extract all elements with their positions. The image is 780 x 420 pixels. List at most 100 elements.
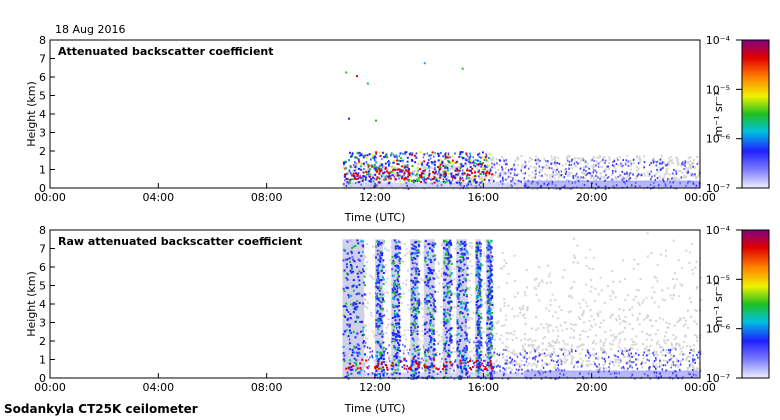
noise-pixel bbox=[394, 176, 397, 179]
signal-pixel bbox=[491, 162, 493, 165]
signal-pixel bbox=[632, 158, 635, 161]
noise-pixel bbox=[695, 322, 698, 325]
noise-pixel bbox=[543, 165, 546, 168]
noise-pixel bbox=[629, 347, 632, 350]
cloud-pixel bbox=[441, 162, 444, 165]
cloud-pixel bbox=[431, 162, 434, 165]
raw-pixel bbox=[393, 316, 396, 319]
noise-pixel bbox=[689, 345, 692, 348]
signal-pixel bbox=[684, 162, 686, 165]
signal-pixel bbox=[689, 351, 691, 354]
signal-pixel bbox=[563, 186, 565, 189]
raw-pixel bbox=[347, 264, 350, 267]
signal-pixel bbox=[484, 375, 486, 378]
cloud-pixel bbox=[365, 170, 368, 173]
signal-pixel bbox=[656, 168, 658, 171]
noise-pixel bbox=[512, 349, 515, 352]
noise-pixel bbox=[675, 336, 678, 339]
cloud-pixel bbox=[481, 170, 484, 173]
raw-pixel bbox=[379, 322, 382, 325]
raw-pixel bbox=[393, 371, 396, 374]
raw-pixel bbox=[448, 301, 451, 304]
raw-pixel bbox=[447, 338, 450, 341]
noise-pixel bbox=[586, 336, 589, 339]
signal-pixel bbox=[677, 360, 680, 363]
noise-pixel bbox=[641, 366, 644, 369]
cloud-pixel bbox=[424, 181, 427, 184]
raw-pixel bbox=[445, 322, 448, 325]
noise-pixel bbox=[597, 356, 600, 359]
cloud-base-pixel bbox=[438, 168, 441, 171]
signal-pixel bbox=[454, 360, 456, 363]
cloud-pixel bbox=[458, 155, 461, 158]
noise-pixel bbox=[675, 278, 678, 281]
cloud-pixel bbox=[488, 179, 491, 182]
raw-pixel bbox=[391, 323, 394, 326]
noise-pixel bbox=[677, 162, 680, 165]
signal-pixel bbox=[662, 364, 665, 367]
noise-pixel bbox=[581, 171, 584, 174]
noise-pixel bbox=[600, 166, 603, 169]
x-tick-label: 16:00 bbox=[467, 191, 499, 204]
noise-pixel bbox=[532, 343, 535, 346]
signal-pixel bbox=[574, 349, 577, 352]
noise-pixel bbox=[603, 160, 606, 163]
noise-pixel bbox=[364, 299, 367, 302]
noise-pixel bbox=[593, 299, 596, 302]
raw-pixel bbox=[425, 267, 428, 270]
noise-pixel bbox=[566, 155, 569, 158]
signal-pixel bbox=[422, 156, 425, 159]
noise-pixel bbox=[372, 173, 375, 176]
raw-pixel bbox=[428, 335, 431, 338]
noise-pixel bbox=[373, 254, 376, 257]
raw-pixel bbox=[418, 303, 421, 306]
signal-pixel bbox=[371, 356, 374, 359]
raw-pixel bbox=[383, 314, 386, 317]
raw-pixel bbox=[398, 301, 401, 304]
cloud-pixel bbox=[474, 180, 477, 183]
cloud-pixel bbox=[434, 177, 437, 180]
signal-pixel bbox=[398, 163, 400, 166]
signal-pixel bbox=[502, 180, 504, 183]
noise-pixel bbox=[502, 158, 505, 161]
noise-pixel bbox=[546, 161, 549, 164]
noise-pixel bbox=[468, 163, 471, 166]
signal-pixel bbox=[343, 163, 345, 166]
raw-pixel bbox=[351, 308, 354, 311]
raw-pixel bbox=[381, 293, 384, 296]
signal-pixel bbox=[654, 179, 657, 182]
signal-pixel bbox=[390, 174, 392, 177]
noise-pixel bbox=[493, 162, 496, 165]
cloud-pixel bbox=[392, 170, 395, 173]
noise-pixel bbox=[524, 159, 527, 162]
noise-pixel bbox=[547, 330, 550, 333]
noise-pixel bbox=[570, 327, 573, 330]
raw-pixel bbox=[447, 253, 450, 256]
raw-pixel bbox=[398, 251, 401, 254]
noise-pixel bbox=[629, 168, 632, 171]
signal-pixel bbox=[686, 172, 689, 175]
noise-pixel bbox=[506, 346, 509, 349]
noise-pixel bbox=[540, 279, 543, 282]
raw-pixel bbox=[442, 342, 445, 345]
noise-pixel bbox=[527, 339, 530, 342]
raw-pixel bbox=[375, 322, 378, 325]
noise-pixel bbox=[661, 177, 664, 180]
raw-pixel bbox=[414, 328, 417, 331]
signal-pixel bbox=[359, 174, 361, 177]
noise-pixel bbox=[626, 174, 629, 177]
noise-pixel bbox=[481, 346, 484, 349]
noise-pixel bbox=[351, 166, 354, 169]
raw-pixel bbox=[428, 299, 431, 302]
raw-pixel bbox=[375, 282, 378, 285]
cloud-pixel bbox=[401, 152, 404, 155]
raw-pixel bbox=[391, 261, 394, 264]
raw-pixel bbox=[348, 348, 351, 351]
signal-pixel bbox=[627, 367, 629, 370]
cloud-pixel bbox=[405, 151, 408, 154]
noise-pixel bbox=[538, 282, 541, 285]
cloud-pixel bbox=[424, 173, 427, 176]
cloud-pixel bbox=[349, 178, 352, 181]
raw-pixel bbox=[428, 375, 431, 378]
